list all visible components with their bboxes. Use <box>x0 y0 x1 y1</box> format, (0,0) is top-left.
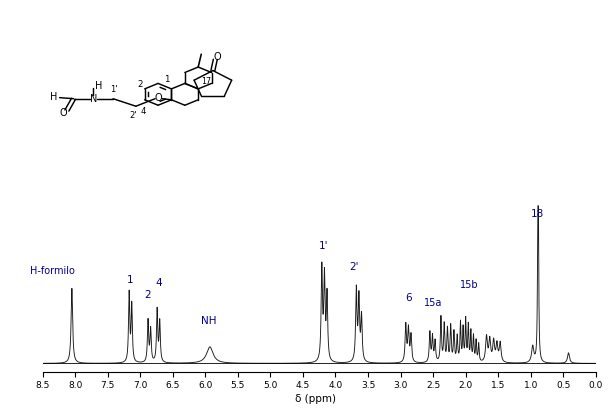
Text: 17: 17 <box>201 77 211 86</box>
Text: H: H <box>95 81 103 91</box>
Text: 1: 1 <box>127 275 134 285</box>
Text: 1': 1' <box>319 241 328 251</box>
Text: N: N <box>89 94 97 104</box>
Text: O: O <box>213 52 221 62</box>
Text: 1': 1' <box>110 85 117 95</box>
Text: 2': 2' <box>130 111 137 120</box>
Text: 15b: 15b <box>460 280 478 290</box>
Text: O: O <box>155 93 162 103</box>
Text: 2: 2 <box>145 290 151 300</box>
Text: 2: 2 <box>137 80 143 89</box>
Text: H-formilo: H-formilo <box>30 266 75 276</box>
Text: NH: NH <box>201 316 216 326</box>
Text: 18: 18 <box>531 209 545 219</box>
Text: δ (ppm): δ (ppm) <box>295 394 336 404</box>
Text: O: O <box>60 108 67 118</box>
Text: 2': 2' <box>349 262 359 272</box>
Text: H: H <box>50 92 57 102</box>
Text: 4: 4 <box>140 107 147 116</box>
Text: 15a: 15a <box>424 298 442 308</box>
Text: 6: 6 <box>405 293 412 304</box>
Text: 4: 4 <box>155 278 162 288</box>
Text: 1: 1 <box>164 75 170 84</box>
